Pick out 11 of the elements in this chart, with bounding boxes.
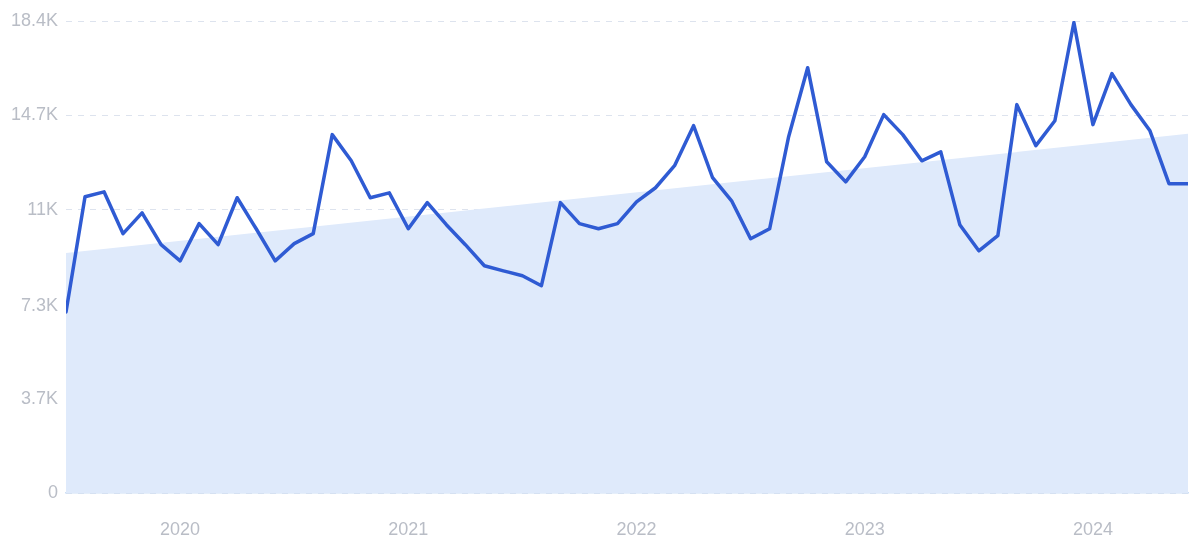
x-tick-label: 2023 xyxy=(844,518,885,539)
x-tick-label: 2022 xyxy=(616,518,657,539)
y-tick-label: 7.3K xyxy=(20,294,58,315)
x-tick-label: 2024 xyxy=(1072,518,1113,539)
x-tick-label: 2021 xyxy=(388,518,429,539)
y-tick-label: 0 xyxy=(47,481,58,502)
x-tick-label: 2020 xyxy=(160,518,201,539)
y-tick-label: 3.7K xyxy=(20,387,58,408)
y-tick-label: 14.7K xyxy=(10,104,58,125)
y-tick-label: 11K xyxy=(27,198,58,219)
y-tick-label: 18.4K xyxy=(10,9,58,30)
